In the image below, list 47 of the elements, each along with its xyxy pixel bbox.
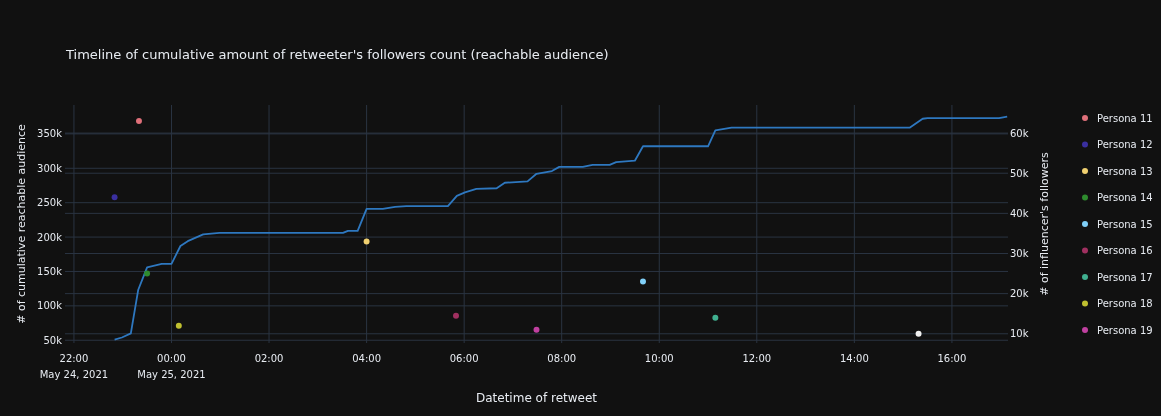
point [712,314,719,321]
legend-label: Persona 18 [1097,298,1153,309]
x-tick-label: 14:00 [839,353,869,364]
point [144,270,151,277]
point [915,330,922,337]
y-tick-label: 200k [37,231,63,243]
y-tick-label: 300k [37,162,63,174]
point [175,322,182,329]
y2-tick-label: 50k [1010,167,1029,179]
line-series [113,115,1009,341]
legend-label: Persona 16 [1097,245,1153,256]
legend-label: Persona 15 [1097,218,1153,230]
y2-axis-title: # of influencer's followers [1038,151,1051,296]
point [111,194,118,201]
y2-tick-label: 30k [1010,248,1029,259]
x-tick-label: 10:00 [644,353,674,364]
x-tick-label: 22:00 May 24, 2021 [39,353,109,380]
legend-label: Persona 13 [1097,165,1153,177]
x-tick-label: 16:00 [937,353,967,364]
y-tick-label: 50k [43,334,63,346]
chart-title: Timeline of cumulative amount of retweeter's followers count (reachable audience) [65,47,609,62]
point [533,326,540,333]
y-tick-label: 350k [37,128,63,140]
x-tick-label: 12:00 [742,353,772,364]
x-tick-label: 08:00 [547,353,577,364]
x-axis-title: Datetime of retweet [475,391,598,405]
x-tick-label: 02:00 [254,353,284,364]
legend-label: Persona 12 [1097,139,1153,150]
y-tick-label: 100k [37,300,63,312]
y2-tick-label: 60k [1010,127,1029,139]
x-tick-label: 04:00 [352,353,382,364]
legend-label: Persona 19 [1097,324,1153,336]
y2-tick-label: 20k [1010,288,1029,300]
legend-label: Persona 17 [1097,271,1153,283]
point [363,238,370,245]
y-axis-title: # of cumulative reachable audience [15,123,28,324]
legend-label: Persona 14 [1097,192,1153,203]
x-tick-label: 06:00 [449,353,479,364]
y2-tick-label: 40k [1010,207,1029,219]
point [453,312,459,319]
y-tick-label: 150k [37,265,63,277]
x-tick-label: 00:00 May 25, 2021 [137,353,206,380]
point [135,118,142,125]
legend-label: Persona 11 [1097,112,1153,124]
point [640,278,646,285]
y2-tick-label: 10k [1010,328,1029,340]
y-tick-label: 250k [37,197,63,209]
